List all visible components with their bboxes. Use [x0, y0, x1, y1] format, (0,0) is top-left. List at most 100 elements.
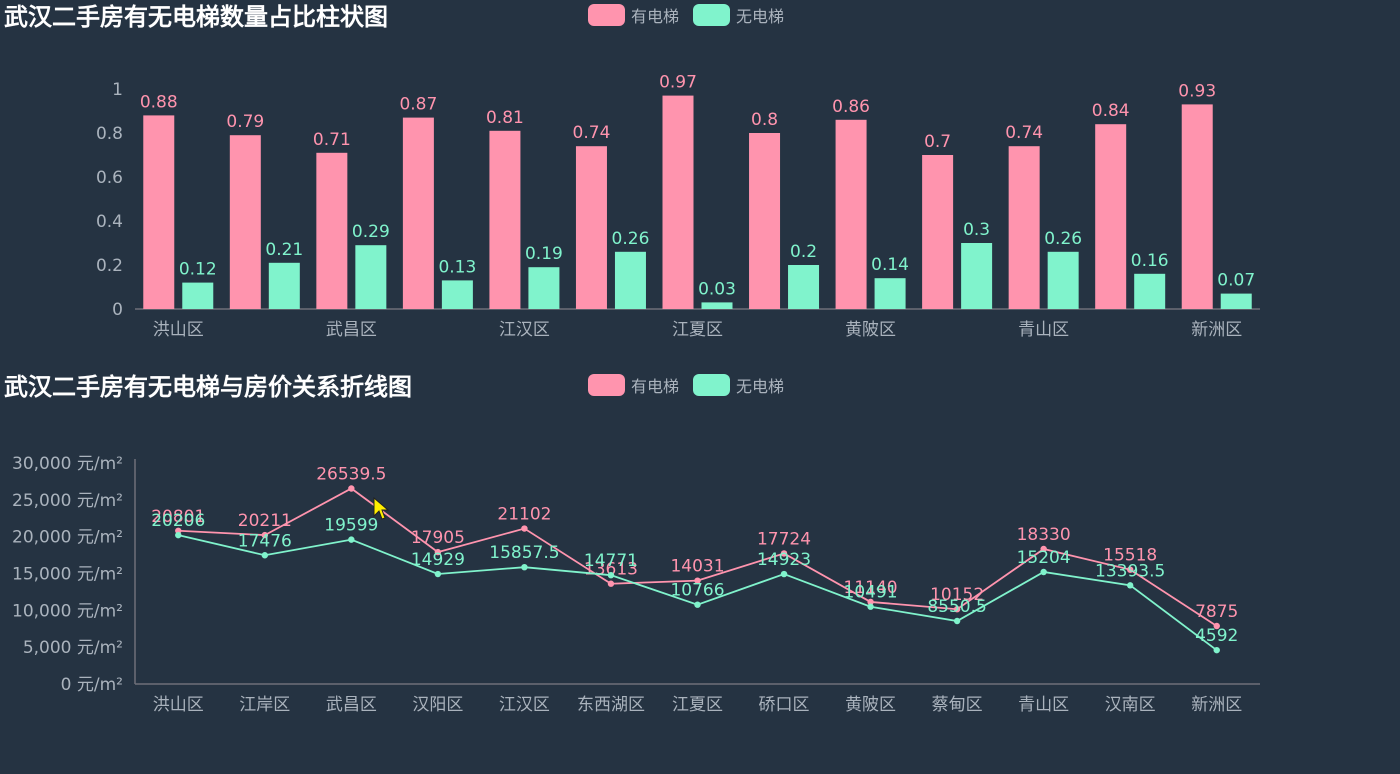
- y-tick-label: 0: [112, 300, 123, 320]
- bar-value-label: 0.86: [832, 97, 870, 117]
- bar-with-elevator: [662, 95, 694, 309]
- line-point: [261, 531, 269, 539]
- bar-without-elevator: [528, 267, 560, 309]
- y-tick-label: 1: [112, 80, 123, 100]
- line-point: [1126, 566, 1134, 573]
- line-point: [175, 527, 182, 534]
- x-tick-label: 硚口区: [759, 695, 810, 715]
- y-tick-label: 25,000 元/m²: [12, 491, 123, 511]
- bar-chart-svg: 00.20.40.60.810.880.12洪山区0.790.210.710.2…: [96, 73, 1260, 340]
- x-tick-label: 东西湖区: [577, 695, 645, 715]
- y-tick-label: 20,000 元/m²: [12, 528, 123, 548]
- x-tick-label: 新洲区: [1191, 695, 1242, 715]
- line-value-label: 18330: [1017, 525, 1071, 545]
- line-value-label: 10152: [930, 585, 984, 605]
- bar-value-label: 0.3: [963, 220, 990, 240]
- line-value-label: 17905: [411, 528, 465, 548]
- bar-value-label: 0.16: [1131, 251, 1169, 271]
- line-point: [780, 570, 788, 578]
- legend-item-with-elevator[interactable]: 有电梯: [588, 373, 679, 397]
- bar-value-label: 0.97: [659, 73, 697, 93]
- bar-with-elevator: [835, 119, 867, 309]
- line-point: [1040, 568, 1047, 576]
- bar-without-elevator: [788, 265, 820, 309]
- line-point: [348, 485, 355, 492]
- bar-value-label: 0.03: [698, 279, 736, 299]
- bar-value-label: 0.2: [790, 242, 817, 262]
- bar-chart-panel: 武汉二手房有无电梯数量占比柱状图 有电梯 无电梯 0 0.2 0.4 0.6 0.8 1 0…: [0, 0, 1400, 360]
- x-tick-label: 黄陂区: [845, 320, 896, 340]
- bar-value-label: 0.74: [1005, 123, 1043, 143]
- x-tick-label: 江汉区: [499, 320, 550, 340]
- bar-value-label: 0.07: [1217, 271, 1255, 291]
- line-point: [953, 606, 961, 613]
- line-value-label: 14929: [411, 550, 465, 570]
- bar-without-elevator: [1220, 293, 1252, 309]
- legend-swatch-without: [693, 4, 731, 26]
- line-point: [434, 548, 442, 556]
- line-point: [1213, 622, 1220, 630]
- line-point: [261, 552, 269, 559]
- line-value-label: 17724: [757, 529, 811, 549]
- bar-chart-title: 武汉二手房有无电梯数量占比柱状图: [4, 3, 388, 31]
- line-chart-title: 武汉二手房有无电梯与房价关系折线图: [4, 373, 412, 401]
- line-point: [434, 570, 442, 578]
- bar-value-label: 0.93: [1178, 81, 1216, 101]
- y-tick-label: 0 元/m²: [61, 675, 123, 695]
- line-point: [953, 617, 961, 625]
- line-value-label: 11140: [844, 578, 898, 598]
- bar-with-elevator: [1008, 146, 1040, 309]
- legend-item-without-elevator[interactable]: 无电梯: [693, 373, 784, 397]
- bar-with-elevator: [575, 146, 607, 309]
- bar-value-label: 0.21: [265, 240, 303, 260]
- x-tick-label: 汉南区: [1105, 695, 1156, 715]
- x-tick-label: 武昌区: [326, 695, 377, 715]
- line-point: [521, 563, 528, 571]
- bar-without-elevator: [1047, 251, 1079, 309]
- line-point: [1040, 545, 1047, 553]
- line-point: [1213, 646, 1220, 654]
- x-tick-label: 洪山区: [153, 695, 204, 715]
- y-tick-label: 0.8: [96, 124, 123, 144]
- y-tick-label: 15,000 元/m²: [12, 565, 123, 585]
- legend-swatch-with: [588, 374, 625, 396]
- bar-with-elevator: [1181, 104, 1213, 310]
- bar-without-elevator: [1134, 273, 1166, 309]
- legend-item-with-elevator[interactable]: 有电梯: [588, 3, 679, 27]
- bar-without-elevator: [701, 302, 733, 309]
- y-tick-label: 5,000 元/m²: [23, 638, 123, 658]
- line-value-label: 14923: [757, 550, 811, 570]
- bar-without-elevator: [355, 245, 387, 309]
- bar-value-label: 0.29: [352, 222, 390, 242]
- bar-value-label: 0.88: [140, 92, 178, 112]
- line-point: [780, 550, 788, 557]
- line-value-label: 10491: [844, 583, 898, 603]
- line-value-label: 17476: [238, 531, 292, 551]
- bar-with-elevator: [489, 130, 521, 309]
- y-tick-label: 0.2: [96, 256, 123, 276]
- line-point: [867, 603, 874, 610]
- line-value-label: 19599: [324, 516, 378, 536]
- line-value-label: 20206: [151, 511, 205, 531]
- bar-with-elevator: [143, 115, 175, 310]
- bar-chart-legend: 有电梯 无电梯: [588, 3, 784, 27]
- bar-value-label: 0.19: [525, 244, 563, 264]
- bar-without-elevator: [961, 243, 993, 309]
- bar-value-label: 0.87: [399, 95, 437, 115]
- legend-label-with: 有电梯: [631, 377, 680, 396]
- x-tick-label: 洪山区: [153, 320, 204, 340]
- bar-with-elevator: [316, 152, 348, 309]
- legend-label-without: 无电梯: [736, 377, 785, 396]
- x-tick-label: 黄陂区: [845, 695, 896, 715]
- x-tick-label: 武昌区: [326, 320, 377, 340]
- legend-item-without-elevator[interactable]: 无电梯: [693, 3, 784, 27]
- line-chart-panel: 武汉二手房有无电梯与房价关系折线图 有电梯 无电梯 0 元/m² 5,000 元/…: [0, 370, 1400, 774]
- x-tick-label: 江夏区: [672, 695, 723, 715]
- bar-value-label: 0.8: [751, 110, 778, 130]
- line-value-label: 20801: [151, 507, 205, 527]
- legend-swatch-with: [588, 4, 625, 26]
- line-value-label: 13393.5: [1095, 561, 1165, 581]
- bar-value-label: 0.14: [871, 255, 909, 275]
- legend-swatch-without: [693, 374, 731, 396]
- line-value-label: 26539.5: [316, 464, 386, 484]
